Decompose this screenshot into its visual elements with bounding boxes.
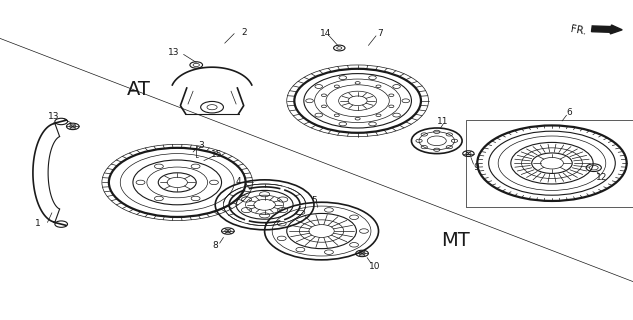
Text: MT: MT	[441, 230, 470, 250]
FancyArrow shape	[591, 25, 622, 34]
Text: 6: 6	[567, 108, 573, 117]
Text: 15: 15	[211, 150, 222, 159]
Text: 12: 12	[596, 173, 607, 182]
Text: 3: 3	[198, 141, 204, 150]
Text: 8: 8	[212, 241, 218, 250]
Text: FR.: FR.	[570, 24, 587, 37]
Text: 7: 7	[377, 29, 383, 38]
Text: 9: 9	[473, 163, 479, 172]
Text: 4: 4	[236, 177, 241, 186]
Text: 1: 1	[35, 220, 41, 228]
Text: 10: 10	[369, 262, 380, 271]
Text: 13: 13	[48, 112, 60, 121]
Text: 5: 5	[311, 196, 317, 204]
Text: 11: 11	[437, 117, 449, 126]
Text: 2: 2	[241, 28, 246, 36]
Text: 14: 14	[320, 29, 332, 38]
Bar	[466, 120, 633, 207]
Text: 13: 13	[168, 48, 180, 57]
Text: AT: AT	[127, 80, 151, 99]
